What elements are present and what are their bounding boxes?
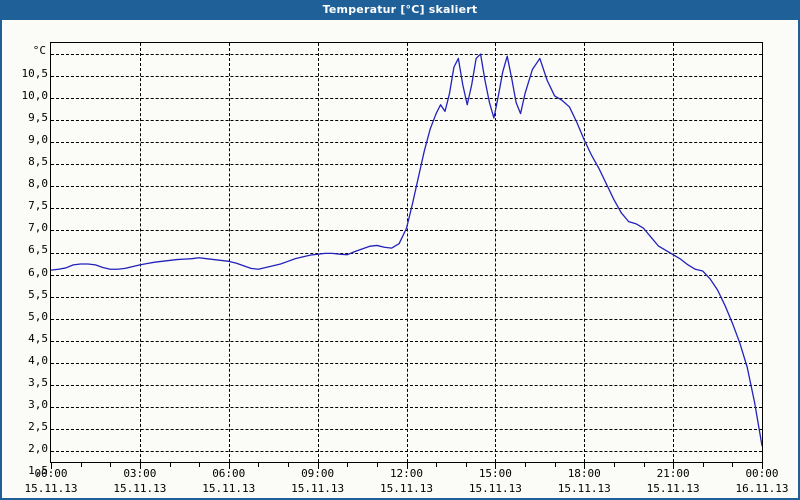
x-axis-tick-minor	[613, 463, 615, 467]
grid-line-vertical	[228, 43, 230, 462]
x-axis-tick-minor	[525, 463, 526, 467]
x-axis-tick-date: 15.11.13	[24, 482, 78, 495]
y-axis: °C 10,5 10,0 9,5 9,0 8,5 8,0 7,5 7,0 6,5 6,0 5,5 5,…	[2, 42, 49, 476]
y-axis-tick-label: 6,0	[28, 265, 48, 279]
grid-line-vertical	[317, 43, 319, 462]
y-axis-tick-label: 5,5	[28, 287, 48, 301]
x-axis-tick-major	[317, 463, 319, 469]
x-axis-tick-minor	[732, 463, 734, 467]
x-axis-tick-label: 18:00 15.11.13	[544, 466, 624, 496]
x-axis-tick-label: 09:00 15.11.13	[278, 466, 358, 496]
x-axis-tick-time: 00:00	[34, 467, 68, 480]
x-axis-tick-minor	[80, 463, 82, 467]
x-axis-tick-time: 21:00	[656, 467, 690, 480]
x-axis-tick-major	[406, 463, 408, 469]
x-axis-tick-major	[139, 463, 141, 469]
x-axis-tick-minor	[199, 463, 201, 467]
y-axis-tick-label: 9,5	[28, 111, 48, 125]
y-axis-tick-label: 10,5	[21, 67, 49, 81]
grid-line-vertical	[495, 43, 497, 462]
temperature-line	[51, 54, 762, 446]
x-axis-tick-label: 12:00 15.11.13	[367, 466, 447, 496]
x-axis-tick-label: 00:00 15.11.13	[11, 466, 91, 496]
x-axis-tick-minor	[554, 463, 556, 467]
grid-line-vertical	[139, 43, 141, 462]
x-axis-tick-date: 15.11.13	[468, 482, 522, 495]
y-axis-tick-label: 4,5	[28, 331, 48, 345]
temperature-series-layer	[51, 43, 762, 462]
x-axis-tick-date: 15.11.13	[113, 482, 167, 495]
x-axis-tick-major	[51, 463, 52, 469]
x-axis-tick-time: 00:00	[745, 467, 779, 480]
x-axis-tick-time: 12:00	[389, 467, 424, 480]
y-axis-tick-label: 3,0	[28, 397, 48, 411]
y-axis-tick-label: 4,0	[28, 353, 48, 367]
x-axis-tick-time: 15:00	[478, 467, 512, 480]
x-axis: 00:00 15.11.13 03:00 15.11.13 06:00 15.11.13 0…	[2, 466, 798, 498]
x-axis-tick-label: 00:00 16.11.13	[722, 466, 798, 496]
x-axis-tick-time: 18:00	[567, 467, 601, 480]
x-axis-tick-major	[495, 463, 497, 469]
grid-line-vertical	[406, 43, 408, 462]
window-title-bar: Temperatur [°C] skaliert	[2, 2, 798, 20]
x-axis-tick-minor	[702, 463, 704, 467]
x-axis-tick-major	[673, 463, 675, 469]
y-axis-tick-label: 3,5	[28, 375, 48, 389]
y-axis-unit-label: °C	[32, 44, 46, 57]
grid-line-vertical	[584, 43, 586, 462]
x-axis-tick-label: 15:00 15.11.13	[455, 466, 535, 496]
x-axis-tick-date: 15.11.13	[646, 482, 700, 495]
x-axis-tick-time: 06:00	[212, 467, 246, 480]
x-axis-tick-date: 15.11.13	[202, 482, 256, 495]
y-axis-tick-label: 1,5	[28, 463, 48, 477]
y-axis-tick-label: 2,0	[28, 441, 48, 455]
plot-area	[50, 42, 763, 463]
y-axis-tick-label: 9,0	[28, 133, 48, 147]
y-axis-tick-label: 8,5	[28, 155, 48, 169]
x-axis-tick-minor	[169, 463, 171, 467]
y-axis-tick-label: 6,5	[28, 243, 48, 257]
y-axis-tick-label: 7,5	[28, 199, 48, 213]
x-axis-tick-minor	[110, 463, 112, 467]
x-axis-tick-minor	[288, 463, 289, 467]
x-axis-tick-major	[762, 463, 763, 469]
x-axis-tick-major	[228, 463, 230, 469]
x-axis-tick-minor	[643, 463, 645, 467]
x-axis-tick-date: 15.11.13	[291, 482, 345, 495]
y-axis-tick-label: 8,0	[28, 177, 48, 191]
x-axis-tick-minor	[347, 463, 349, 467]
x-axis-tick-date: 15.11.13	[380, 482, 433, 495]
x-axis-tick-label: 03:00 15.11.13	[100, 466, 180, 496]
x-axis-tick-minor	[376, 463, 378, 467]
grid-line-vertical	[673, 43, 675, 462]
x-axis-tick-date: 16.11.13	[735, 482, 789, 495]
x-axis-tick-date: 15.11.13	[557, 482, 611, 495]
x-axis-tick-label: 21:00 15.11.13	[633, 466, 713, 496]
x-axis-tick-major	[584, 463, 586, 469]
x-axis-tick-minor	[258, 463, 260, 467]
x-axis-tick-label: 06:00 15.11.13	[189, 466, 269, 496]
x-axis-tick-time: 03:00	[123, 467, 157, 480]
y-axis-tick-label: 5,0	[28, 309, 48, 323]
x-axis-tick-minor	[465, 463, 467, 467]
y-axis-tick-label: 10,0	[21, 89, 49, 103]
y-axis-tick-label: 2,5	[28, 419, 48, 433]
x-axis-tick-time: 09:00	[301, 467, 335, 480]
x-axis-tick-minor	[436, 463, 438, 467]
chart-canvas: °C 10,5 10,0 9,5 9,0 8,5 8,0 7,5 7,0 6,5 6,0 5,5 5,…	[2, 22, 798, 498]
y-axis-tick-label: 7,0	[28, 221, 48, 235]
